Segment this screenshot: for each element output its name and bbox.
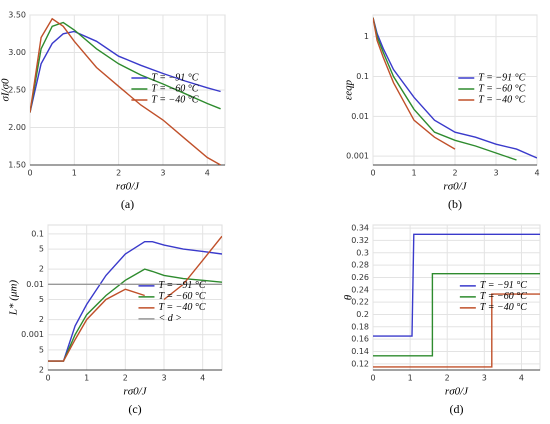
legend-label: T = −40 °C — [478, 94, 525, 105]
x-tick-label: 4 — [205, 169, 210, 178]
y-tick-label: 0.14 — [351, 347, 369, 356]
series-line — [48, 235, 222, 362]
x-tick-label: 4 — [519, 374, 524, 383]
x-tick-label: 3 — [493, 169, 498, 178]
y-tick-label: 5 — [39, 345, 44, 354]
x-axis-label: rσ0/J — [116, 181, 140, 193]
y-tick-label: 5 — [39, 295, 44, 304]
series-line — [373, 273, 540, 357]
y-tick-label: 0.1 — [31, 229, 44, 238]
x-tick-label: 0 — [370, 169, 375, 178]
x-tick-label: 4 — [200, 374, 205, 383]
legend-label: T = −40 °C — [480, 302, 527, 313]
y-tick-label: 0.01 — [26, 280, 44, 289]
y-tick-label: 2 — [39, 265, 44, 274]
x-tick-label: 2 — [116, 169, 121, 178]
y-tick-label: 0.16 — [351, 335, 369, 344]
x-axis-label: rσ0/J — [123, 386, 147, 398]
x-tick-label: 1 — [411, 169, 416, 178]
legend-label: T = −40 °C — [158, 302, 205, 313]
y-tick-label: 3.50 — [8, 11, 26, 20]
series-line — [30, 21, 221, 113]
caption: (b) — [448, 197, 462, 211]
y-axis-label: θ — [343, 294, 355, 300]
y-tick-label: 0.18 — [351, 322, 369, 331]
y-tick-label: 0.28 — [351, 261, 369, 270]
series-line — [373, 293, 540, 368]
series-line — [48, 241, 222, 362]
panel: 1.502.002.503.003.500 1 2 3 4T = −91 °CT = −… — [0, 11, 226, 211]
panel: 2 5 0.001 2 5 0.01 2 5 0.1 0 1 2 3 4 T = −91 °CT = −60… — [8, 224, 223, 416]
series-line — [373, 233, 540, 337]
x-tick-label: 3 — [161, 374, 166, 383]
y-tick-label: 2 — [39, 315, 44, 324]
y-tick-label: 2 — [39, 366, 44, 375]
x-tick-label: 2 — [123, 374, 128, 383]
y-tick-label: 1.50 — [8, 161, 26, 170]
caption: (a) — [121, 197, 134, 211]
legend-label: < d > — [158, 313, 182, 324]
x-tick-label: 2 — [445, 374, 450, 383]
legend-label: T = −91 °C — [480, 280, 527, 291]
x-tick-label: 1 — [72, 169, 77, 178]
legend-label: T = −60 °C — [480, 291, 527, 302]
y-tick-label: 0.3 — [356, 248, 369, 257]
series-line — [373, 17, 517, 161]
series-line — [48, 268, 222, 362]
caption: (c) — [128, 402, 141, 416]
x-tick-label: 0 — [370, 374, 375, 383]
y-tick-label: 3.00 — [8, 48, 26, 57]
legend-label: T = −91 °C — [158, 280, 205, 291]
x-tick-label: 0 — [45, 374, 50, 383]
y-tick-label: 1 — [364, 32, 369, 41]
legend-label: T = −60 °C — [151, 83, 198, 94]
y-tick-label: 0.24 — [351, 285, 369, 294]
y-tick-label: 0.22 — [351, 298, 369, 307]
panel: 0.001 0.01 0.1 1 0 1 2 3 4 T = −91 °CT = −60 °CT … — [343, 14, 540, 211]
caption: (d) — [450, 402, 464, 416]
panel: 0.12 0.14 0.16 0.18 0.2 0.22 0.24 0.26 0.28 0.3 0.… — [343, 224, 541, 416]
y-tick-label: 0.01 — [351, 112, 369, 121]
legend-label: T = −91 °C — [478, 72, 525, 83]
y-tick-label: 0.34 — [351, 224, 369, 233]
legend-label: T = −60 °C — [478, 83, 525, 94]
x-axis-label: rσ0/J — [443, 181, 467, 193]
y-tick-label: 2.00 — [8, 123, 26, 132]
y-tick-label: 2.50 — [8, 86, 26, 95]
y-tick-label: 0.32 — [351, 236, 369, 245]
series-line — [373, 17, 537, 159]
y-tick-label: 0.001 — [21, 330, 44, 339]
y-tick-label: 0.26 — [351, 273, 369, 282]
series-line — [30, 30, 221, 113]
y-tick-label: 0.001 — [346, 152, 369, 161]
x-tick-label: 3 — [482, 374, 487, 383]
x-tick-label: 4 — [534, 169, 539, 178]
series-line — [30, 17, 221, 165]
y-tick-label: 0.12 — [351, 359, 369, 368]
y-tick-label: 5 — [39, 245, 44, 254]
x-axis-label: rσ0/J — [445, 386, 469, 398]
y-axis-label: εeqp — [343, 79, 355, 100]
legend-label: T = −91 °C — [151, 72, 198, 83]
x-tick-label: 1 — [84, 374, 89, 383]
series-line — [373, 17, 456, 150]
y-axis-label: σI/σ0 — [0, 78, 12, 102]
legend-label: T = −40 °C — [151, 94, 198, 105]
x-tick-label: 3 — [160, 169, 165, 178]
x-tick-label: 2 — [452, 169, 457, 178]
x-tick-label: 1 — [408, 374, 413, 383]
y-tick-label: 0.2 — [356, 310, 369, 319]
legend-label: T = −60 °C — [158, 291, 205, 302]
y-tick-label: 0.1 — [356, 72, 369, 81]
y-axis-label: L* (μm) — [8, 280, 20, 316]
x-tick-label: 0 — [27, 169, 32, 178]
